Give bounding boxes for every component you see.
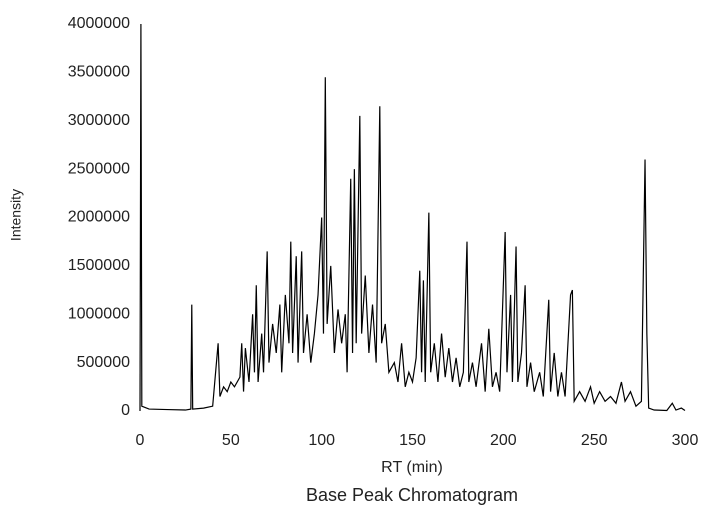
x-tick-label: 300 [672,432,699,449]
y-tick-label: 3000000 [68,112,130,129]
chromatogram-line [139,23,686,412]
y-tick-label: 1500000 [68,257,130,274]
x-tick-label: 150 [399,432,426,449]
y-tick-label: 1000000 [68,305,130,322]
x-tick-label: 100 [308,432,335,449]
y-tick-label: 0 [121,402,130,419]
y-tick-label: 500000 [77,354,130,371]
x-tick-label: 250 [581,432,608,449]
y-tick-label: 2000000 [68,209,130,226]
y-tick-label: 2500000 [68,160,130,177]
x-tick-label: 0 [136,432,145,449]
x-axis-label: RT (min) [381,459,443,476]
y-tick-label: 3500000 [68,64,130,81]
x-tick-label: 50 [222,432,240,449]
y-tick-label: 4000000 [68,15,130,32]
chart-title: Base Peak Chromatogram [306,485,518,505]
x-tick-label: 200 [490,432,517,449]
y-axis-label: Intensity [8,189,24,241]
